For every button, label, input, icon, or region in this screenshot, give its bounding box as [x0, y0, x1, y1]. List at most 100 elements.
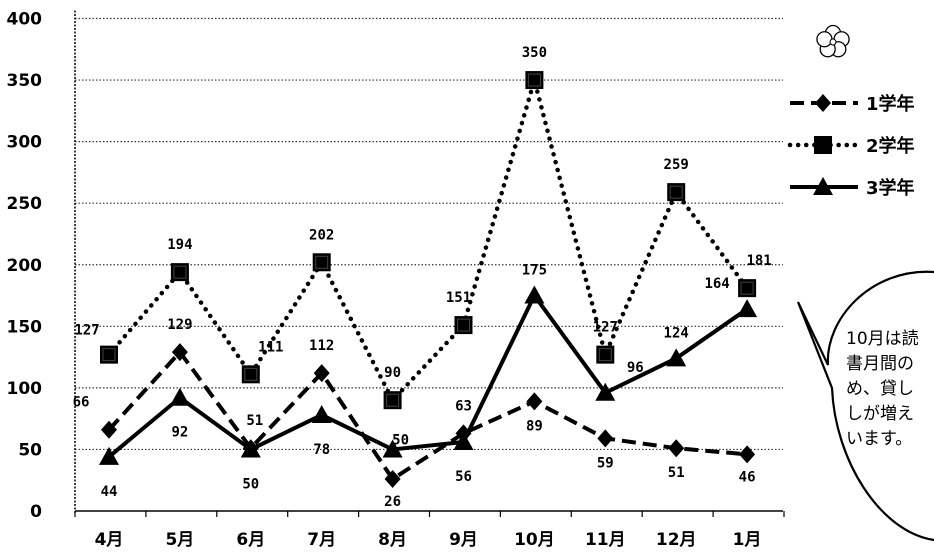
annotation-line: います。	[846, 429, 912, 449]
blossom-petal	[816, 31, 833, 48]
data-label-1: 51	[668, 465, 685, 481]
series-line-3	[107, 293, 749, 459]
plum-blossom-icon	[816, 24, 850, 58]
x-tick-label: 12月	[656, 530, 697, 550]
data-point-2	[100, 345, 118, 364]
data-label-1: 51	[246, 413, 263, 429]
data-point-2	[170, 263, 189, 282]
data-point-3	[382, 439, 403, 458]
annotation-line: 10月は読	[846, 329, 919, 349]
axes: 0 50 100 150 200 250 300 350 400 4月 5月 6月 7月 8月 9月 10月 1…	[7, 10, 785, 550]
y-tick-label: 350	[7, 71, 43, 91]
y-tick-label: 400	[7, 10, 43, 30]
series-layer	[99, 71, 758, 488]
data-label-1: 89	[526, 418, 543, 434]
legend-label-1: 1学年	[866, 93, 915, 115]
data-point-3	[453, 432, 474, 451]
x-tick-label: 1月	[733, 530, 762, 550]
data-point-2	[596, 345, 615, 364]
data-label-1: 59	[597, 455, 614, 471]
data-point-3	[240, 439, 261, 458]
data-label-2: 127	[74, 323, 99, 339]
x-tick-label: 5月	[165, 530, 194, 550]
data-point-inner	[173, 265, 187, 279]
annotation-line: しが増え	[846, 404, 914, 424]
legend-marker-2	[814, 136, 832, 154]
legend-label-2: 2学年	[866, 135, 915, 157]
data-point-inner	[740, 281, 754, 295]
data-label-2: 127	[593, 320, 618, 336]
y-tick-label: 300	[7, 133, 43, 153]
data-point-2	[525, 71, 544, 90]
data-label-2: 259	[664, 157, 689, 173]
data-point-inner	[669, 185, 683, 199]
legend-label-3: 3学年	[866, 177, 915, 199]
data-point-3	[99, 446, 119, 465]
data-label-3: 50	[392, 432, 409, 448]
data-point-2	[312, 253, 331, 272]
x-tick-label: 11月	[585, 530, 626, 550]
data-point-1	[384, 469, 401, 488]
data-point-inner	[527, 73, 541, 87]
legend: 1学年 2学年 3学年	[787, 93, 915, 199]
data-label-2: 194	[167, 237, 192, 253]
y-tick-label: 250	[7, 194, 43, 214]
data-point-3	[524, 285, 545, 304]
y-tick-label: 0	[30, 502, 42, 522]
speech-bubble	[796, 270, 934, 542]
data-label-1: 66	[73, 395, 90, 411]
legend-marker-1	[815, 94, 831, 112]
data-point-3	[595, 382, 616, 401]
y-tick-label: 50	[18, 440, 42, 460]
data-label-1: 129	[167, 317, 192, 333]
data-labels: 66 129 51 112 26 63 89 59 51 46 127 194 111 202 90 151 3…	[73, 45, 772, 510]
data-point-inner	[102, 348, 116, 362]
data-label-2: 90	[384, 365, 401, 381]
data-label-1: 46	[739, 469, 756, 485]
legend-marker-3	[813, 177, 833, 195]
data-label-1: 112	[309, 338, 334, 354]
data-point-3	[737, 299, 758, 318]
data-label-3: 56	[455, 469, 472, 485]
x-tick-label: 9月	[449, 530, 478, 550]
annotation-line: め、貸し	[846, 379, 914, 399]
series-line-2	[106, 77, 750, 403]
data-point-inner	[598, 348, 612, 362]
data-label-2: 181	[746, 253, 771, 269]
data-point-3	[666, 348, 687, 367]
data-point-inner	[386, 393, 400, 407]
data-label-3: 164	[704, 276, 729, 292]
data-label-1: 26	[384, 494, 401, 510]
data-label-1: 63	[455, 398, 472, 414]
data-point-2	[667, 183, 686, 202]
annotation-line: 書月間の	[846, 354, 914, 374]
blossom-center	[829, 38, 837, 46]
data-label-2: 202	[309, 227, 334, 243]
data-label-3: 124	[664, 325, 689, 341]
data-point-2	[454, 316, 473, 335]
data-point-2	[241, 365, 260, 384]
data-label-3: 175	[522, 263, 547, 279]
data-label-3: 96	[627, 360, 644, 376]
data-point-inner	[244, 367, 258, 381]
y-tick-label: 100	[7, 379, 43, 399]
data-point-2	[383, 391, 402, 410]
data-point-inner	[315, 255, 329, 269]
data-point-1	[739, 445, 756, 464]
data-label-2: 111	[258, 339, 283, 355]
data-label-3: 50	[242, 476, 259, 492]
data-point-1	[101, 420, 117, 439]
x-tick-label: 10月	[514, 530, 555, 550]
data-label-3: 92	[171, 425, 188, 441]
x-tick-label: 7月	[307, 530, 336, 550]
grid-lines	[75, 17, 783, 451]
data-point-3	[169, 387, 190, 406]
y-tick-label: 200	[7, 256, 43, 276]
y-tick-label: 150	[7, 317, 43, 337]
data-point-inner	[457, 318, 470, 332]
x-tick-label: 6月	[236, 530, 265, 550]
data-point-2	[738, 279, 757, 298]
data-label-2: 350	[522, 45, 547, 61]
